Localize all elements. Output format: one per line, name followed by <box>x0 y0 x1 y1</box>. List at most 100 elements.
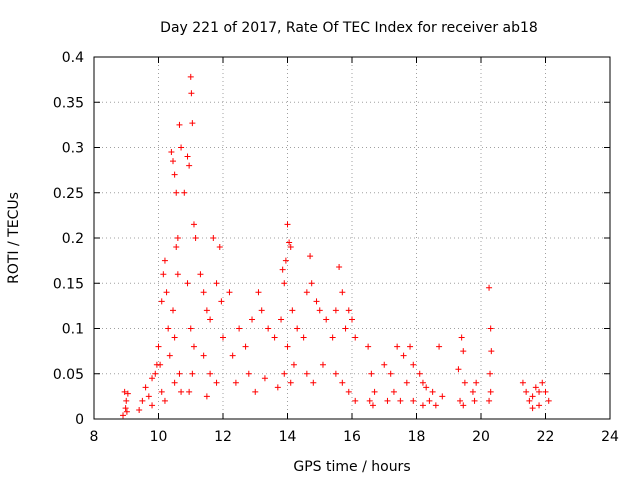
data-point <box>458 334 465 341</box>
data-point <box>455 366 462 373</box>
data-point <box>471 397 478 404</box>
data-point <box>419 402 426 409</box>
data-point <box>171 334 178 341</box>
data-point <box>249 316 256 323</box>
data-point <box>313 298 320 305</box>
x-tick-label: 10 <box>150 429 168 445</box>
y-tick-label: 0.4 <box>62 50 84 66</box>
data-point <box>487 325 494 332</box>
data-point <box>213 379 220 386</box>
data-point <box>139 397 146 404</box>
data-point <box>122 405 129 412</box>
data-point <box>397 397 404 404</box>
data-point <box>390 388 397 395</box>
data-point <box>461 379 468 386</box>
data-point <box>310 379 317 386</box>
data-point <box>339 379 346 386</box>
data-point <box>457 397 464 404</box>
data-point <box>189 120 196 127</box>
data-point <box>303 370 310 377</box>
data-point <box>189 370 196 377</box>
data-point <box>158 388 165 395</box>
data-point <box>252 388 259 395</box>
data-point <box>184 280 191 287</box>
data-point <box>170 158 177 165</box>
data-point <box>545 397 552 404</box>
data-point <box>339 289 346 296</box>
data-point <box>161 257 168 264</box>
data-point <box>158 298 165 305</box>
x-axis-label: GPS time / hours <box>293 459 410 475</box>
data-point <box>284 221 291 228</box>
data-point <box>436 343 443 350</box>
data-point <box>245 370 252 377</box>
data-point <box>281 280 288 287</box>
data-point <box>387 370 394 377</box>
data-point <box>187 73 194 80</box>
data-point <box>145 393 152 400</box>
x-tick-label: 8 <box>90 429 99 445</box>
data-point <box>161 397 168 404</box>
data-point <box>203 307 210 314</box>
data-point <box>486 284 493 291</box>
data-point <box>394 343 401 350</box>
data-point <box>352 397 359 404</box>
data-point <box>123 397 130 404</box>
data-point <box>329 334 336 341</box>
y-tick-label: 0.25 <box>53 186 84 202</box>
data-point <box>124 390 131 397</box>
data-point <box>261 375 268 382</box>
data-point <box>536 388 543 395</box>
data-point <box>488 348 495 355</box>
x-tick-label: 22 <box>537 429 555 445</box>
x-tick-label: 14 <box>279 429 297 445</box>
data-point <box>332 307 339 314</box>
data-point <box>186 388 193 395</box>
data-point <box>187 325 194 332</box>
data-point <box>173 244 180 251</box>
data-point <box>381 361 388 368</box>
data-point <box>336 263 343 270</box>
y-tick-label: 0.3 <box>62 141 84 157</box>
data-point <box>316 307 323 314</box>
data-point <box>255 289 262 296</box>
data-point <box>178 388 185 395</box>
data-point <box>529 393 536 400</box>
y-tick-label: 0.05 <box>53 367 84 383</box>
data-point <box>176 370 183 377</box>
x-tick-label: 18 <box>408 429 426 445</box>
grid <box>94 57 610 419</box>
data-point <box>300 334 307 341</box>
data-point <box>166 352 173 359</box>
data-point <box>203 393 210 400</box>
data-point <box>271 334 278 341</box>
data-point <box>294 325 301 332</box>
data-point <box>265 325 272 332</box>
data-point <box>526 397 533 404</box>
plot-frame <box>93 56 611 420</box>
data-point <box>303 289 310 296</box>
data-point <box>207 316 214 323</box>
data-point <box>529 405 536 412</box>
data-point <box>286 239 293 246</box>
data-point <box>439 393 446 400</box>
data-point <box>190 221 197 228</box>
data-point <box>403 379 410 386</box>
data-point <box>332 370 339 377</box>
data-point <box>213 280 220 287</box>
data-point <box>539 379 546 386</box>
data-point <box>368 370 375 377</box>
data-point <box>173 189 180 196</box>
data-point <box>168 149 175 156</box>
data-point <box>352 334 359 341</box>
data-point <box>258 307 265 314</box>
data-point <box>429 388 436 395</box>
data-point <box>120 412 127 419</box>
data-point <box>149 402 156 409</box>
data-point <box>410 361 417 368</box>
data-point <box>152 370 159 377</box>
data-point <box>207 370 214 377</box>
data-point <box>210 235 217 241</box>
data-point <box>289 307 296 314</box>
